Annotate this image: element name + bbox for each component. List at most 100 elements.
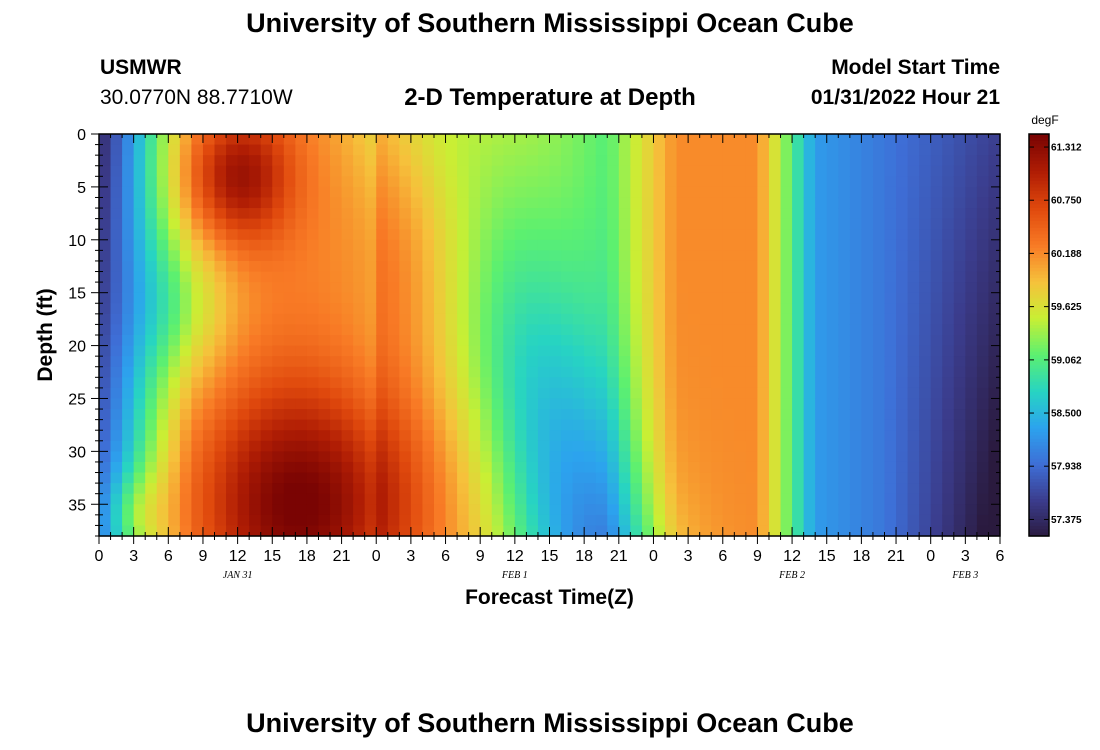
heatmap-cell [156, 514, 169, 527]
heatmap-cell [861, 155, 874, 167]
heatmap-cell [306, 419, 320, 431]
heatmap-cell [734, 282, 747, 294]
heatmap-cell [214, 313, 227, 326]
heatmap-cell [237, 229, 250, 241]
heatmap-cell [965, 356, 978, 368]
heatmap-cell [237, 197, 250, 209]
heatmap-cell [665, 514, 678, 527]
heatmap-cell [919, 483, 932, 495]
heatmap-cell [376, 155, 389, 167]
heatmap-cell [364, 218, 377, 230]
heatmap-cell [364, 366, 377, 378]
heatmap-cell [607, 419, 620, 431]
heatmap-cell [260, 218, 273, 230]
heatmap-cell [780, 504, 793, 516]
heatmap-cell [226, 504, 239, 516]
heatmap-cell [330, 218, 343, 230]
heatmap-cell [410, 208, 424, 220]
heatmap-cell [699, 313, 712, 326]
heatmap-cell [503, 419, 516, 431]
heatmap-cell [179, 356, 193, 368]
x-tick-label: 3 [406, 548, 415, 565]
heatmap-cell [838, 514, 851, 527]
heatmap-cell [330, 324, 343, 336]
heatmap-cell [884, 165, 897, 177]
heatmap-cell [699, 451, 712, 463]
heatmap-cell [387, 260, 400, 273]
heatmap-cell [341, 504, 354, 516]
heatmap-cell [399, 377, 412, 389]
heatmap-cell [919, 313, 932, 326]
heatmap-cell [688, 493, 701, 505]
heatmap-cell [514, 377, 527, 389]
heatmap-cell [480, 229, 493, 241]
heatmap-cell [376, 493, 389, 505]
heatmap-cell [665, 134, 678, 146]
heatmap-cell [433, 260, 447, 273]
heatmap-cell [168, 525, 181, 537]
heatmap-cell [561, 324, 574, 336]
heatmap-cell [607, 377, 620, 389]
heatmap-cell [792, 335, 805, 347]
heatmap-cell [849, 144, 862, 156]
colorbar-segment [1029, 341, 1049, 346]
heatmap-cell [179, 366, 193, 378]
heatmap-cell [919, 197, 932, 209]
heatmap-cell [653, 239, 666, 251]
heatmap-cell [168, 208, 181, 220]
heatmap-cell [572, 260, 585, 273]
heatmap-cell [699, 229, 712, 241]
heatmap-cell [156, 419, 169, 431]
heatmap-cell [537, 514, 551, 527]
heatmap-cell [214, 472, 227, 484]
heatmap-cell [722, 165, 735, 177]
heatmap-cell [295, 356, 308, 368]
heatmap-cell [734, 239, 747, 251]
heatmap-cell [537, 409, 551, 421]
heatmap-cell [641, 324, 655, 336]
heatmap-cell [849, 356, 862, 368]
heatmap-cell [792, 239, 805, 251]
heatmap-cell [757, 134, 770, 146]
heatmap-cell [711, 165, 724, 177]
heatmap-cell [260, 260, 273, 273]
heatmap-cell [399, 345, 412, 357]
heatmap-cell [572, 303, 585, 315]
heatmap-cell [145, 451, 158, 463]
heatmap-cell [376, 377, 389, 389]
heatmap-cell [283, 303, 296, 315]
heatmap-cell [768, 504, 782, 516]
heatmap-cell [191, 239, 204, 251]
heatmap-cell [306, 176, 320, 188]
heatmap-cell [976, 356, 990, 368]
heatmap-cell [549, 155, 562, 167]
heatmap-cell [861, 197, 874, 209]
heatmap-cell [561, 483, 574, 495]
heatmap-cell [191, 345, 204, 357]
heatmap-cell [722, 419, 735, 431]
heatmap-cell [433, 134, 447, 146]
heatmap-cell [503, 345, 516, 357]
heatmap-cell [745, 514, 759, 527]
heatmap-cell [491, 197, 504, 209]
heatmap-cell [884, 419, 897, 431]
heatmap-cell [803, 229, 816, 241]
heatmap-cell [341, 451, 354, 463]
heatmap-cell [445, 366, 458, 378]
heatmap-cell [722, 409, 735, 421]
heatmap-cell [214, 366, 227, 378]
heatmap-cell [641, 250, 655, 262]
heatmap-cell [179, 419, 193, 431]
heatmap-cell [722, 303, 735, 315]
heatmap-cell [480, 409, 493, 421]
heatmap-cell [457, 472, 470, 484]
heatmap-cell [803, 409, 816, 421]
heatmap-cell [145, 134, 158, 146]
heatmap-cell [953, 387, 966, 400]
heatmap-cell [653, 229, 666, 241]
heatmap-cell [768, 461, 782, 474]
heatmap-cell [953, 176, 966, 188]
heatmap-cell [491, 176, 504, 188]
heatmap-cell [272, 292, 285, 304]
heatmap-cell [249, 419, 262, 431]
